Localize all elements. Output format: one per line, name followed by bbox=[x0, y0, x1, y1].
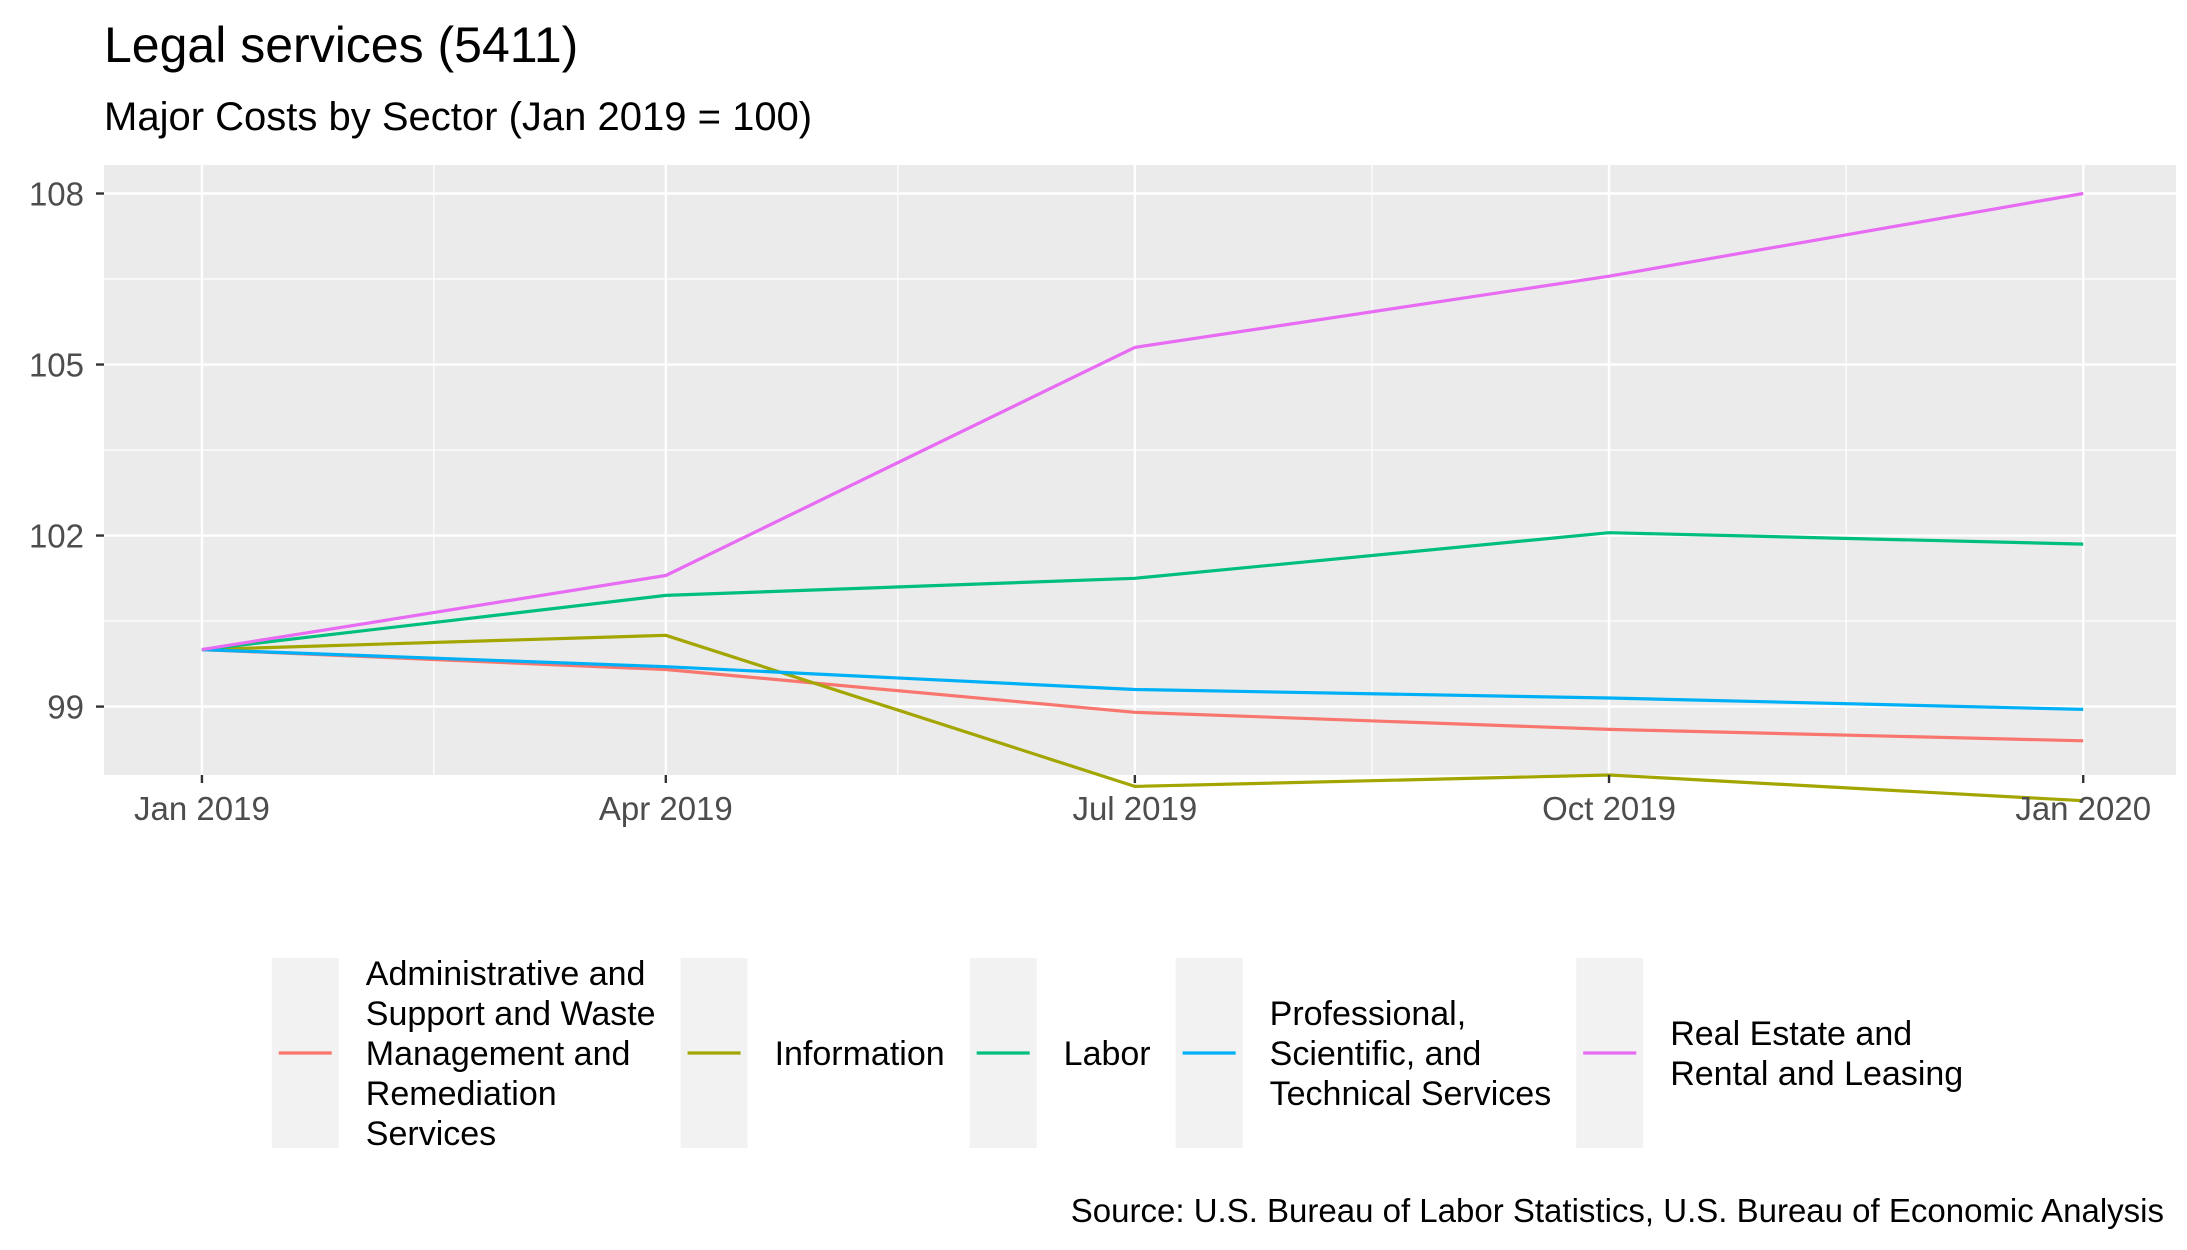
legend-label: Services bbox=[366, 1115, 496, 1153]
legend-label: Rental and Leasing bbox=[1670, 1055, 1963, 1093]
series-line bbox=[201, 648, 2084, 711]
legend-label: Technical Services bbox=[1270, 1075, 1552, 1113]
legend-label: Scientific, and bbox=[1270, 1035, 1482, 1073]
legend-label: Real Estate and bbox=[1670, 1015, 1912, 1053]
y-tick-label: 102 bbox=[29, 518, 84, 555]
y-axis: 99 102 105 108 bbox=[29, 176, 104, 726]
series-line bbox=[201, 191, 2084, 652]
legend-label: Information bbox=[775, 1035, 945, 1073]
legend-label: Labor bbox=[1064, 1035, 1151, 1073]
x-axis: Jan 2019 Apr 2019 Jul 2019 Oct 2019 Jan 2020 bbox=[134, 775, 2151, 827]
chart-subtitle: Major Costs by Sector (Jan 2019 = 100) bbox=[104, 95, 812, 139]
chart-caption: Source: U.S. Bureau of Labor Statistics,… bbox=[1071, 1192, 2164, 1229]
plot-panel bbox=[104, 165, 2176, 775]
y-tick-label: 99 bbox=[47, 689, 84, 726]
legend-label: Management and bbox=[366, 1035, 631, 1073]
series-line bbox=[201, 531, 2084, 652]
y-tick-label: 108 bbox=[29, 176, 84, 213]
x-tick-label: Apr 2019 bbox=[599, 790, 733, 827]
legend-label: Professional, bbox=[1270, 995, 1467, 1033]
x-tick-label: Oct 2019 bbox=[1542, 790, 1676, 827]
series-line bbox=[201, 648, 2084, 743]
y-tick-label: 105 bbox=[29, 347, 84, 384]
major-gridlines bbox=[104, 165, 2176, 775]
x-tick-label: Jan 2019 bbox=[134, 790, 270, 827]
x-tick-label: Jul 2019 bbox=[1072, 790, 1197, 827]
series-lines bbox=[201, 191, 2084, 803]
chart-title: Legal services (5411) bbox=[104, 17, 578, 73]
legend-label: Administrative and bbox=[366, 955, 646, 993]
legend-label: Support and Waste bbox=[366, 995, 656, 1033]
legend-label: Remediation bbox=[366, 1075, 557, 1113]
series-line bbox=[201, 633, 2084, 803]
x-tick-label: Jan 2020 bbox=[2015, 790, 2151, 827]
